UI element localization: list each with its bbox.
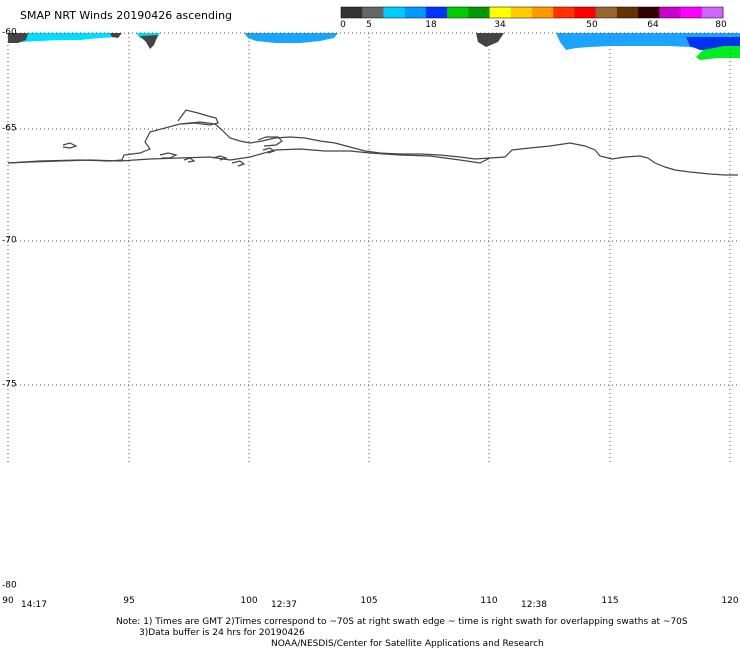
colorbar-segment [425, 7, 448, 18]
colorbar-segment [510, 7, 533, 18]
antarctic-coastline [7, 109, 738, 176]
colorbar-segment [616, 7, 639, 18]
colorbar-label-80: 80 [715, 20, 727, 30]
wind-swath-right [556, 33, 740, 60]
lat-label-70: -70 [2, 235, 17, 246]
colorbar-segment [362, 7, 384, 18]
lon-label-120: 120 [721, 596, 739, 606]
colorbar-label-5: 5 [366, 20, 372, 30]
lat-lon-grid [7, 32, 738, 464]
colorbar-label-0: 0 [340, 20, 346, 30]
colorbar-border [340, 6, 724, 19]
lon-label-100: 100 [240, 596, 258, 606]
colorbar-segment [659, 7, 682, 18]
colorbar-segment [489, 7, 512, 18]
swath-time-1: 14:17 [21, 600, 47, 610]
wind-swath-left [8, 33, 504, 49]
colorbar-segment [532, 7, 554, 18]
lon-label-105: 105 [360, 596, 378, 606]
colorbar-label-64: 64 [647, 20, 659, 30]
colorbar-segment [701, 7, 724, 18]
note-line-2: 3)Data buffer is 24 hrs for 20190426 [139, 628, 305, 638]
lat-label-65: -65 [2, 123, 17, 134]
colorbar-segment [638, 7, 660, 18]
colorbar-segment [447, 7, 469, 18]
colorbar-segment [468, 7, 491, 18]
colorbar-segment [383, 7, 406, 18]
note-line-1: Note: 1) Times are GMT 2)Times correspon… [116, 617, 688, 627]
lon-label-90: 90 [2, 596, 14, 606]
lat-label-75: -75 [2, 379, 17, 390]
swath-time-3: 12:38 [521, 600, 547, 610]
map-title: SMAP NRT Winds 20190426 ascending [20, 9, 233, 22]
colorbar-label-50: 50 [586, 20, 598, 30]
colorbar-label-18: 18 [425, 20, 437, 30]
lon-label-115: 115 [601, 596, 619, 606]
wind-speed-colorbar [340, 6, 724, 19]
colorbar-segment [553, 7, 575, 18]
lat-label-60: -60 [2, 27, 17, 38]
colorbar-segment [680, 7, 703, 18]
note-line-3: NOAA/NESDIS/Center for Satellite Applica… [271, 639, 544, 649]
lat-label-80: -80 [2, 580, 17, 591]
swath-time-2: 12:37 [271, 600, 297, 610]
colorbar-segment [595, 7, 618, 18]
colorbar-label-34: 34 [494, 20, 506, 30]
colorbar-segment [574, 7, 597, 18]
colorbar-segment [341, 7, 363, 18]
lon-label-110: 110 [480, 596, 498, 606]
colorbar-segment [404, 7, 427, 18]
lon-label-95: 95 [123, 596, 135, 606]
